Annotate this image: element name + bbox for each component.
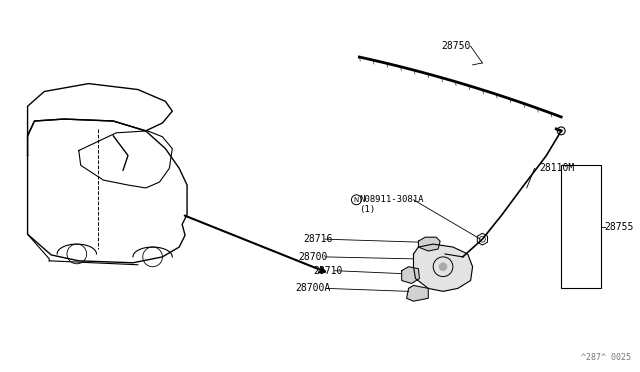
Text: (1): (1) [359, 205, 376, 214]
Polygon shape [406, 285, 428, 301]
Text: 28750: 28750 [441, 41, 470, 51]
Text: ^287^ 0025: ^287^ 0025 [581, 353, 631, 362]
Text: N08911-3081A: N08911-3081A [359, 195, 424, 204]
Polygon shape [419, 237, 440, 251]
Bar [561, 165, 600, 288]
Text: 28716: 28716 [303, 234, 333, 244]
Text: 28110M: 28110M [540, 163, 575, 173]
Polygon shape [402, 267, 419, 283]
Text: 28700: 28700 [298, 252, 328, 262]
Text: 28755: 28755 [605, 222, 634, 232]
Text: 28710: 28710 [313, 266, 342, 276]
Circle shape [439, 263, 447, 271]
Text: 28700A: 28700A [295, 283, 331, 294]
Polygon shape [413, 244, 472, 291]
Text: N: N [354, 197, 359, 203]
